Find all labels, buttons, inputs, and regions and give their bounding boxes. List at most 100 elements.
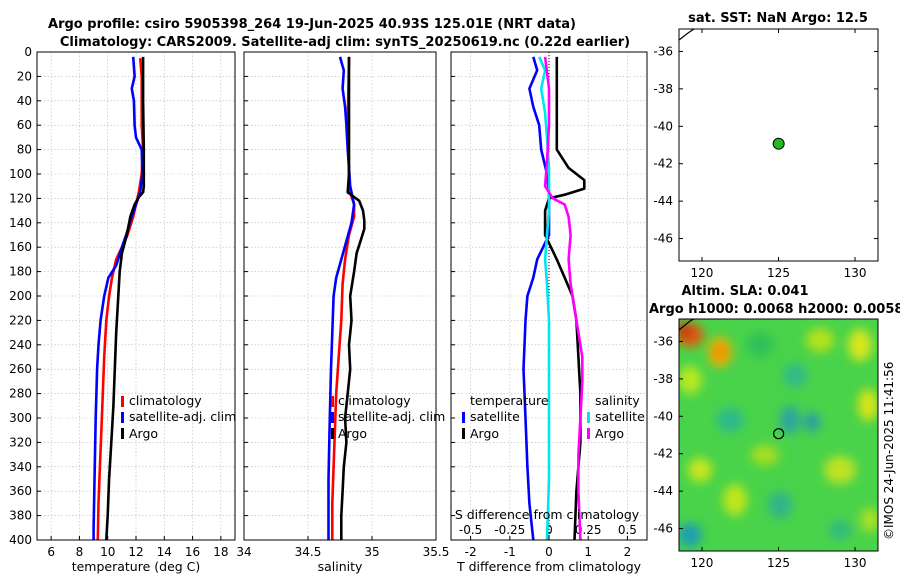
top-x-tick-label: -0.25	[494, 523, 525, 537]
x-tick-label: 34.5	[295, 545, 322, 559]
coastline	[678, 28, 695, 41]
y-tick-label: 220	[9, 313, 32, 327]
x-tick-label: 12	[128, 545, 143, 559]
temperature-xlabel: temperature (deg C)	[72, 559, 201, 574]
y-tick-label: 380	[9, 509, 32, 523]
difference-legend-temperature: temperature satellite Argo	[462, 393, 549, 441]
y-tick-label: 180	[9, 265, 32, 279]
y-tick-label: -44	[653, 484, 673, 498]
difference-xlabel: T difference from climatology	[456, 559, 642, 574]
series-line-t-satellite	[522, 56, 551, 540]
legend-swatch-satellite-adj-clim	[331, 412, 334, 423]
x-tick-label: 120	[691, 556, 714, 570]
legend-label-climatology: climatology	[129, 393, 202, 408]
y-tick-label: 0	[24, 45, 32, 59]
legend-label-t-satellite: satellite	[470, 409, 520, 424]
x-tick-label: 130	[844, 266, 867, 280]
y-tick-label: 340	[9, 460, 32, 474]
legend-label-argo: Argo	[338, 426, 367, 441]
series-line-satellite-adj-clim	[92, 56, 144, 540]
y-tick-label: 20	[17, 69, 32, 83]
legend-swatch-argo	[121, 428, 124, 439]
salinity-xlabel: salinity	[318, 559, 363, 574]
x-tick-label: 0	[545, 545, 553, 559]
x-tick-label: 35.5	[423, 545, 450, 559]
y-tick-label: 400	[9, 533, 32, 547]
y-tick-label: -40	[653, 409, 673, 423]
sla-map-title-line1: Altim. SLA: 0.041	[682, 284, 809, 299]
legend-swatch-satellite-adj-clim	[121, 412, 124, 423]
sla-map: 120 125 130 -36 -38 -40 -42 -44 -46	[653, 318, 879, 570]
x-tick-label: 130	[844, 556, 867, 570]
x-tick-label: 125	[767, 556, 790, 570]
x-tick-label: 6	[47, 545, 55, 559]
legend-swatch-t-satellite	[462, 412, 465, 423]
x-tick-label: 18	[213, 545, 228, 559]
y-tick-label: 80	[17, 143, 32, 157]
x-tick-label: 10	[100, 545, 115, 559]
legend-swatch-argo	[331, 428, 334, 439]
legend-swatch-s-argo	[587, 428, 590, 439]
legend-label-s-satellite: satellite	[595, 409, 645, 424]
difference-top-xlabel: S difference from climatology	[455, 507, 640, 522]
legend-label-satellite-adj-clim: satellite-adj. clim	[129, 409, 236, 424]
series-line-s-satellite	[538, 56, 551, 540]
series-line-argo	[105, 56, 146, 540]
y-tick-label: 320	[9, 435, 32, 449]
difference-profile-chart: -0.5 -0.25 0 0.25 0.5 -2 -1 0 1 2	[450, 51, 648, 559]
x-tick-label: -2	[465, 545, 477, 559]
y-tick-label: -46	[653, 522, 673, 536]
series-line-s-argo	[543, 56, 584, 540]
y-tick-label: -42	[653, 447, 673, 461]
salinity-legend: climatology satellite-adj. clim Argo	[331, 393, 445, 441]
legend-swatch-climatology	[121, 396, 124, 407]
y-tick-label: -38	[653, 82, 673, 96]
legend-swatch-climatology	[331, 396, 334, 407]
legend-label-satellite-adj-clim: satellite-adj. clim	[338, 409, 445, 424]
difference-legend-salinity: salinity satellite Argo	[587, 393, 645, 441]
argo-location-marker	[772, 137, 785, 150]
y-tick-label: -40	[653, 119, 673, 133]
series-line-argo	[339, 56, 366, 540]
legend-heading-temperature: temperature	[470, 393, 549, 408]
y-tick-label: 240	[9, 338, 32, 352]
x-tick-label: 120	[691, 266, 714, 280]
legend-label-s-argo: Argo	[595, 426, 624, 441]
top-x-tick-label: 0	[545, 523, 553, 537]
temperature-profile-chart: 6 8 10 12 14 16 180204060801001201401601802002…	[9, 45, 236, 559]
x-tick-label: -1	[504, 545, 516, 559]
legend-label-climatology: climatology	[338, 393, 411, 408]
y-tick-label: 40	[17, 94, 32, 108]
series-lines	[92, 56, 146, 540]
y-tick-label: 100	[9, 167, 32, 181]
figure-title-line2: Climatology: CARS2009. Satellite-adj cli…	[60, 35, 630, 50]
x-tick-label: 14	[157, 545, 172, 559]
argo-location-marker	[773, 428, 785, 440]
temperature-legend: climatology satellite-adj. clim Argo	[121, 393, 236, 441]
salinity-profile-chart: 34 34.5 35 35.5	[236, 51, 450, 559]
series-lines	[327, 56, 366, 540]
y-tick-label: -42	[653, 157, 673, 171]
x-tick-label: 2	[624, 545, 632, 559]
y-tick-label: 300	[9, 411, 32, 425]
legend-heading-salinity: salinity	[595, 393, 640, 408]
legend-swatch-t-argo	[462, 428, 465, 439]
sla-map-title-line2: Argo h1000: 0.0068 h2000: 0.0058	[649, 302, 900, 317]
coastline	[678, 318, 695, 331]
legend-swatch-s-satellite	[587, 412, 590, 423]
figure-title-line1: Argo profile: csiro 5905398_264 19-Jun-2…	[48, 17, 576, 32]
series-lines	[522, 56, 586, 540]
y-tick-label: 140	[9, 216, 32, 230]
y-tick-label: 200	[9, 289, 32, 303]
x-tick-label: 1	[584, 545, 592, 559]
top-x-tick-label: 0.5	[618, 523, 637, 537]
y-tick-label: -46	[653, 232, 673, 246]
y-tick-label: 120	[9, 191, 32, 205]
y-tick-label: 360	[9, 484, 32, 498]
x-tick-label: 35	[364, 545, 379, 559]
x-tick-label: 34	[236, 545, 251, 559]
legend-label-t-argo: Argo	[470, 426, 499, 441]
x-tick-label: 125	[767, 266, 790, 280]
x-tick-label: 8	[76, 545, 84, 559]
